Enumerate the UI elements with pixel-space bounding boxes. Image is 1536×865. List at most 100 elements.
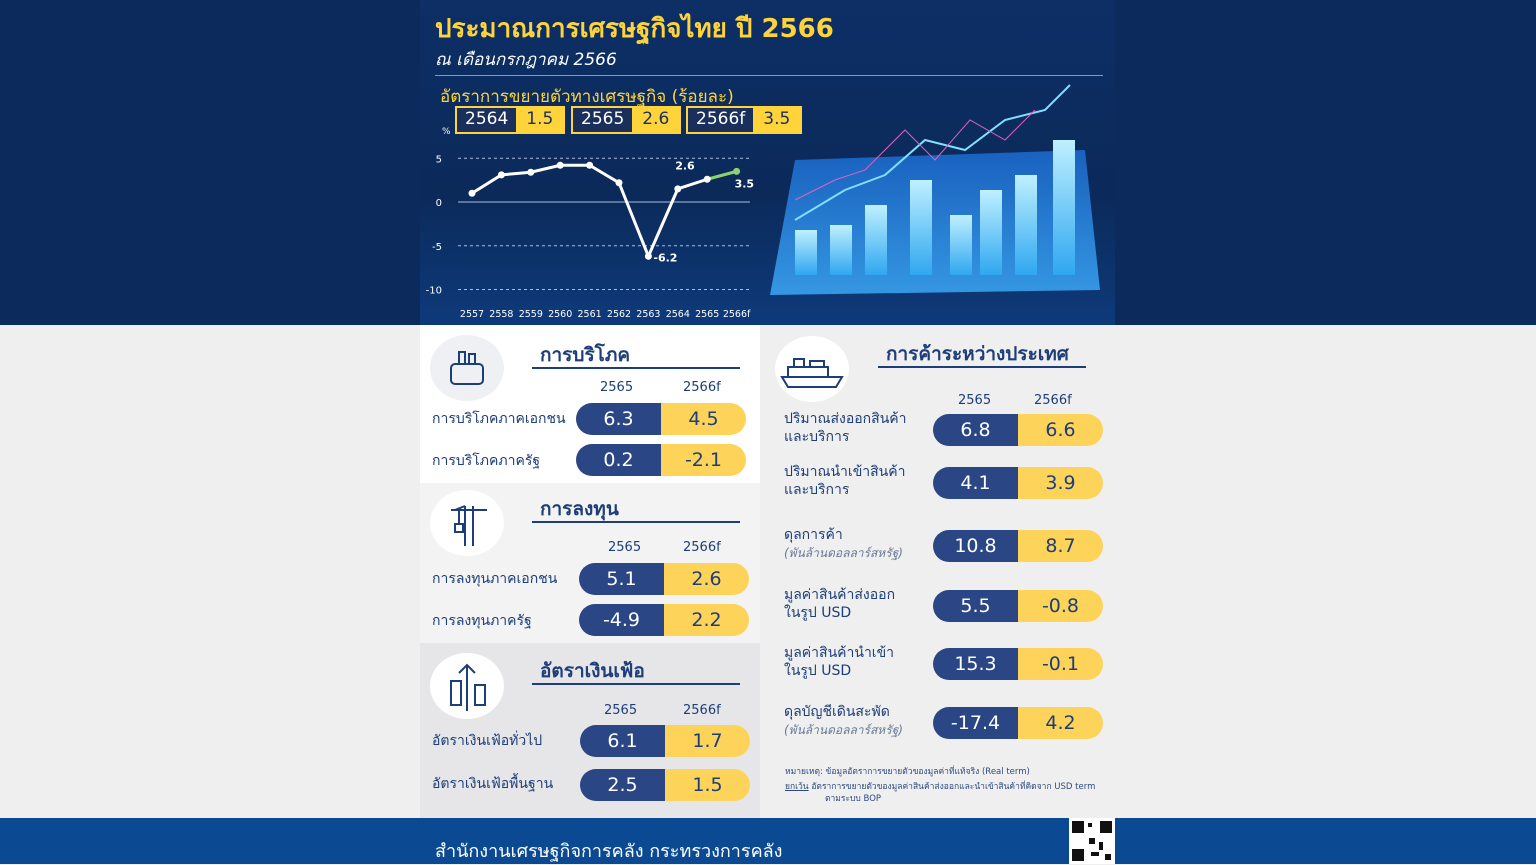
row-label: มูลค่าสินค้านำเข้าในรูป USD	[784, 644, 894, 680]
x-tick-label: 2562	[607, 309, 631, 320]
value-pill: -4.9 2.2	[579, 604, 749, 636]
key-value: 1.5	[516, 108, 564, 132]
value-2566f: 8.7	[1018, 530, 1103, 562]
qr-code-icon[interactable]	[1069, 818, 1115, 864]
data-point	[703, 175, 711, 183]
row-label: ดุลบัญชีเดินสะพัด (พันล้านดอลลาร์สหรัฐ)	[784, 703, 903, 739]
value-2565: 0.2	[576, 444, 661, 476]
value-2566f: 1.7	[665, 725, 750, 757]
x-tick-label: 2564	[666, 309, 690, 320]
value-2565: 15.3	[933, 648, 1018, 680]
x-tick-label: 2558	[489, 309, 513, 320]
x-tick-label: 2565	[695, 309, 719, 320]
crane-icon	[430, 490, 504, 556]
key-figure: 2565 2.6	[571, 106, 682, 134]
y-tick-label: -5	[432, 242, 442, 253]
row-label: ปริมาณส่งออกสินค้า และบริการ	[784, 410, 907, 446]
x-tick-label: 2563	[636, 309, 660, 320]
row-label: การลงทุนภาคเอกชน	[432, 571, 558, 587]
value-2566f: 6.6	[1018, 414, 1103, 446]
value-2566f: -2.1	[661, 444, 746, 476]
row-label: การบริโภคภาคเอกชน	[432, 411, 566, 427]
data-label: -6.2	[653, 251, 677, 264]
data-label: 2.6	[675, 159, 695, 172]
row-label: อัตราเงินเฟ้อพื้นฐาน	[432, 776, 554, 792]
value-2566f: 2.6	[664, 563, 749, 595]
value-2565: 6.8	[933, 414, 1018, 446]
column-header: 2566f	[683, 540, 721, 555]
value-2566f: 1.5	[665, 769, 750, 801]
note-line: ตามระบบ BOP	[825, 794, 882, 804]
value-pill: 15.3 -0.1	[933, 648, 1103, 680]
chart-title: อัตราการขยายตัวทางเศรษฐกิจ (ร้อยละ)	[440, 87, 734, 107]
value-pill: 4.1 3.9	[933, 467, 1103, 499]
divider	[532, 367, 740, 369]
value-pill: -17.4 4.2	[933, 707, 1103, 739]
data-point	[527, 168, 535, 176]
section-title: การลงทุน	[540, 498, 619, 520]
row-label: การบริโภคภาครัฐ	[432, 453, 541, 469]
row-label-line: ดุลบัญชีเดินสะพัด	[784, 704, 890, 720]
series-line-forecast	[706, 169, 737, 181]
divider	[532, 521, 740, 523]
value-2565: 10.8	[933, 530, 1018, 562]
key-value: 3.5	[753, 108, 801, 132]
column-header: 2565	[958, 393, 992, 408]
data-point	[733, 167, 741, 175]
value-pill: 0.2 -2.1	[576, 444, 746, 476]
value-2565: 6.3	[576, 403, 661, 435]
value-pill: 6.1 1.7	[580, 725, 750, 757]
section-title: การบริโภค	[540, 344, 631, 366]
page-title: ประมาณการเศรษฐกิจไทย ปี 2566	[435, 14, 834, 44]
value-pill: 2.5 1.5	[580, 769, 750, 801]
value-pill: 5.5 -0.8	[933, 590, 1103, 622]
key-year: 2565	[573, 108, 633, 132]
column-header: 2566f	[1034, 393, 1072, 408]
row-label-line: และบริการ	[784, 482, 850, 498]
value-2565: -4.9	[579, 604, 664, 636]
value-2566f: 4.2	[1018, 707, 1103, 739]
x-tick-label: 2560	[548, 309, 572, 320]
row-label: มูลค่าสินค้าส่งออก ในรูป USD	[784, 586, 895, 622]
column-header: 2565	[608, 540, 642, 555]
value-2566f: -0.8	[1018, 590, 1103, 622]
x-tick-label: 2561	[578, 309, 602, 320]
cargo-ship-icon	[775, 336, 849, 402]
arrow-up-chart-icon	[430, 653, 504, 719]
data-point	[556, 161, 564, 169]
column-header: 2566f	[683, 703, 721, 718]
data-point	[674, 185, 682, 193]
row-label-line: ในรูป USD	[784, 605, 852, 621]
data-point	[644, 252, 652, 260]
row-unit: (พันล้านดอลลาร์สหรัฐ)	[784, 546, 903, 560]
y-unit-label: %	[442, 127, 451, 137]
divider	[435, 75, 1103, 76]
value-2566f: -0.1	[1018, 648, 1103, 680]
key-year: 2564	[457, 108, 517, 132]
y-tick-label: -10	[426, 286, 442, 297]
row-label-line: และบริการ	[784, 429, 850, 445]
value-2566f: 2.2	[664, 604, 749, 636]
key-value: 2.6	[632, 108, 680, 132]
value-pill: 5.1 2.6	[579, 563, 749, 595]
data-point	[497, 171, 505, 179]
value-2565: 6.1	[580, 725, 665, 757]
x-tick-label: 2557	[460, 309, 484, 320]
value-2565: -17.4	[933, 707, 1018, 739]
footer-band	[0, 818, 1536, 864]
row-label-line: มูลค่าสินค้านำเข้า	[784, 645, 895, 661]
value-pill: 6.8 6.6	[933, 414, 1103, 446]
row-label: ปริมาณนำเข้าสินค้า และบริการ	[784, 463, 905, 499]
row-label: อัตราเงินเฟ้อทั่วไป	[432, 733, 543, 749]
row-label-line: ในรูป USD	[784, 663, 852, 679]
row-label-line: ดุลการค้า	[784, 527, 843, 543]
note-line: หมายเหตุ: ข้อมูลอัตราการขยายตัวของมูลค่า…	[785, 767, 1030, 777]
note-prefix: ยกเว้น	[785, 782, 809, 792]
value-2565: 5.5	[933, 590, 1018, 622]
x-tick-label: 2559	[519, 309, 543, 320]
divider	[878, 366, 1086, 368]
basket-icon	[430, 335, 504, 401]
data-label: 3.5	[735, 177, 755, 190]
series-line-actual	[471, 163, 708, 261]
value-2565: 5.1	[579, 563, 664, 595]
